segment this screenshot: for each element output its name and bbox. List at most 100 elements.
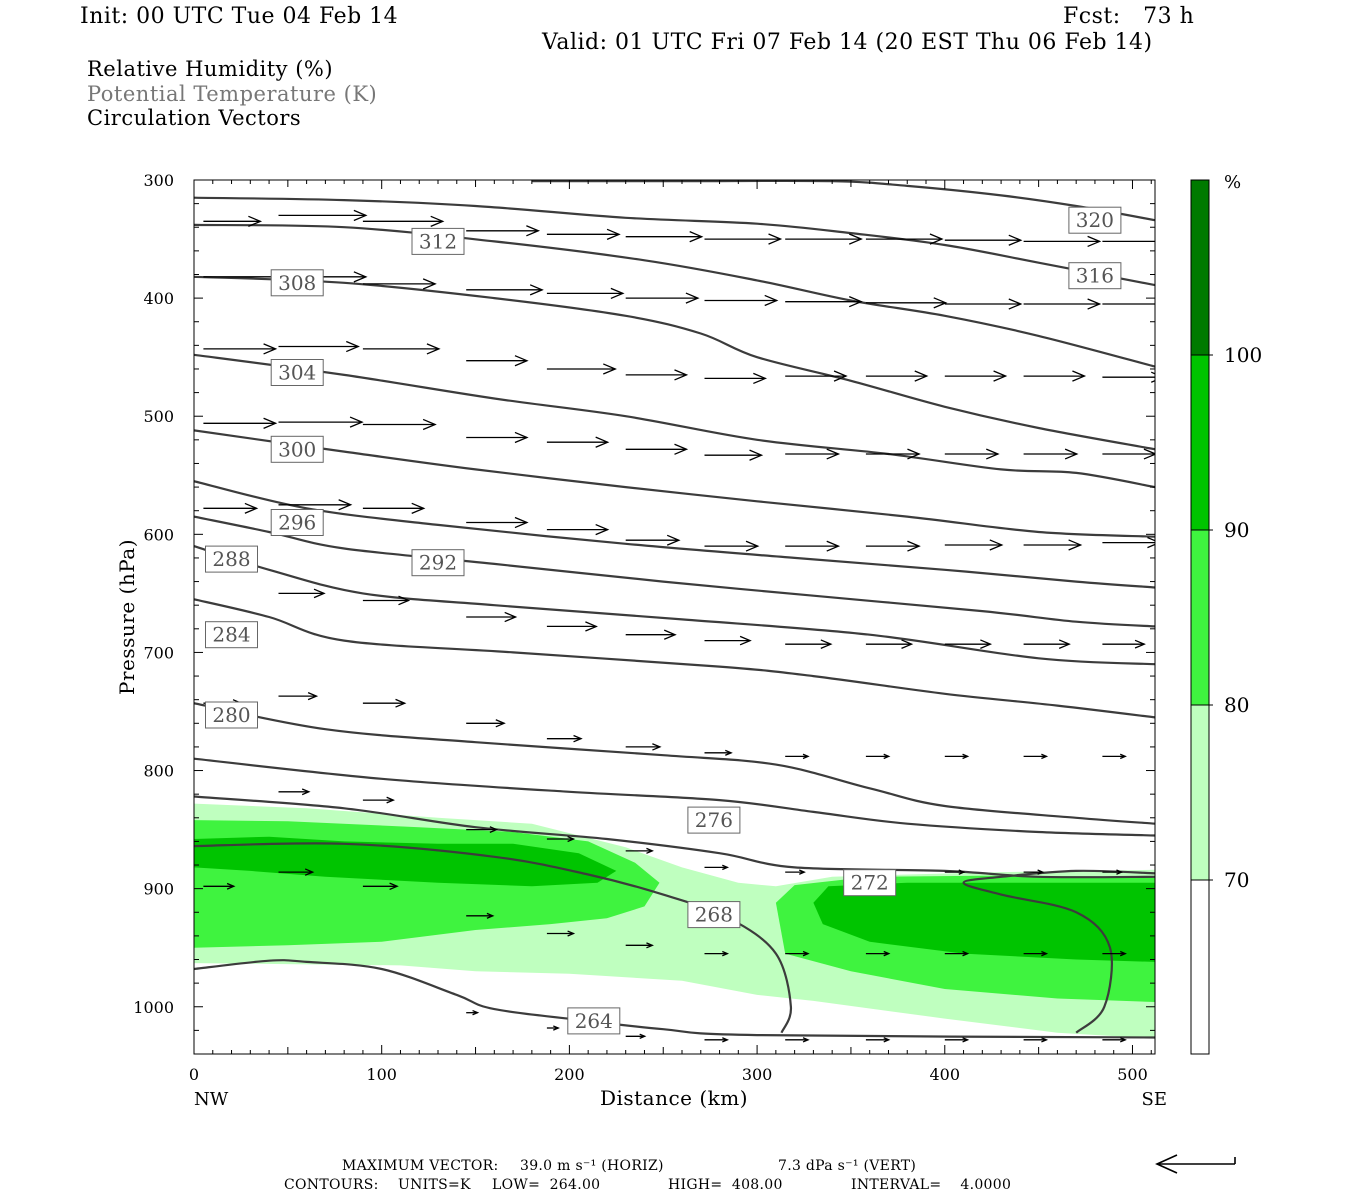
svg-text:312: 312	[419, 229, 457, 253]
circulation-vector	[865, 1037, 891, 1043]
x-tick-label: 500	[1117, 1065, 1148, 1084]
colorbar-segment-2	[1191, 530, 1209, 705]
circulation-vector	[466, 912, 495, 919]
circulation-vector	[785, 448, 841, 460]
circulation-vector	[625, 292, 700, 304]
circulation-vector	[278, 788, 311, 796]
footer-max-vector-label: MAXIMUM VECTOR:	[342, 1158, 499, 1174]
circulation-vector	[785, 370, 848, 382]
isentrope-label-316: 316	[1068, 262, 1122, 290]
circulation-vector	[1023, 1037, 1049, 1043]
circulation-vector	[466, 431, 529, 444]
circulation-vector	[625, 534, 681, 546]
circulation-vector	[546, 734, 583, 743]
colorbar-label: 70	[1224, 868, 1249, 892]
rh-region-70-1	[851, 0, 1086, 6]
circulation-vector	[203, 343, 278, 355]
circulation-vector	[466, 516, 529, 529]
svg-text:268: 268	[695, 903, 733, 927]
y-tick-label: 600	[143, 525, 174, 544]
circulation-vector	[785, 296, 863, 308]
isentrope-label-312: 312	[411, 227, 465, 255]
circulation-vector	[278, 692, 319, 701]
circulation-vector	[704, 233, 783, 245]
isentrope-288-line-8	[194, 545, 1155, 666]
rh-region-90-4	[194, 836, 617, 887]
svg-text:304: 304	[278, 361, 316, 385]
circulation-vector	[704, 294, 779, 307]
circulation-vector	[466, 355, 529, 367]
colorbar-segment-1	[1191, 355, 1209, 530]
circulation-vector	[1023, 448, 1079, 460]
isentrope-276-line-11	[194, 757, 1155, 837]
circulation-vector	[1102, 371, 1155, 383]
circulation-vector	[362, 215, 445, 227]
svg-text:308: 308	[278, 271, 316, 295]
footer-contours-label: CONTOURS:	[284, 1177, 379, 1193]
x-tick-label: 200	[554, 1065, 585, 1084]
y-tick-label: 700	[143, 643, 174, 662]
circulation-vector	[704, 449, 764, 461]
circulation-vector	[362, 698, 407, 708]
circulation-vector	[546, 287, 625, 300]
legend-relative-humidity: Relative Humidity (%)	[87, 57, 334, 81]
circulation-vector	[1023, 753, 1049, 760]
circulation-vector	[546, 621, 598, 632]
reference-vector-arrow-icon	[1155, 1154, 1236, 1174]
circulation-vector	[785, 753, 810, 760]
circulation-vector	[362, 418, 437, 431]
isentrope-label-300: 300	[270, 435, 324, 463]
circulation-vector	[203, 215, 263, 227]
svg-text:296: 296	[278, 511, 316, 535]
svg-text:284: 284	[212, 623, 250, 647]
circulation-vector	[546, 930, 576, 937]
x-axis-title: Distance (km)	[600, 1086, 748, 1110]
isentrope-label-308: 308	[270, 269, 324, 297]
circulation-vector	[785, 1037, 810, 1043]
circulation-vector	[625, 847, 654, 854]
plot-frame	[193, 179, 1156, 1055]
circulation-vector	[865, 448, 921, 460]
isentrope-label-276: 276	[687, 806, 741, 834]
y-axis-title: Pressure (hPa)	[115, 539, 139, 695]
legend-potential-temperature: Potential Temperature (K)	[87, 82, 378, 106]
circulation-vector	[203, 417, 278, 429]
circulation-vector	[704, 864, 730, 871]
colorbar-label: 90	[1224, 518, 1249, 542]
x-tick-label: 400	[930, 1065, 961, 1084]
circulation-vector	[278, 499, 353, 511]
svg-text:300: 300	[278, 437, 316, 461]
circulation-vector	[625, 443, 689, 455]
rh-region-90-5	[813, 882, 1155, 962]
circulation-vector	[625, 369, 689, 381]
circulation-vector	[1102, 448, 1155, 460]
x-tick-label: 100	[366, 1065, 397, 1084]
isentrope-label-272: 272	[843, 869, 897, 897]
svg-text:288: 288	[212, 547, 250, 571]
x-tick-label: 0	[189, 1065, 199, 1084]
isentrope-312-line-2	[194, 223, 1155, 368]
footer-interval: INTERVAL= 4.0000	[851, 1177, 1012, 1193]
circulation-vector	[1023, 869, 1045, 875]
circulation-vector	[1023, 298, 1102, 310]
isentrope-268-line-14	[962, 869, 1155, 1034]
circulation-vector	[944, 869, 966, 875]
legend-circulation-vectors: Circulation Vectors	[87, 106, 302, 130]
circulation-vector	[785, 950, 810, 957]
isentrope-label-268: 268	[687, 901, 741, 929]
circulation-vector	[1023, 370, 1087, 382]
circulation-vector	[944, 1037, 970, 1043]
isentrope-300-line-5	[194, 429, 1155, 538]
circulation-vector	[466, 1009, 480, 1016]
footer-max-vector-horiz: 39.0 m s⁻¹ (HORIZ)	[520, 1158, 664, 1174]
isentrope-label-296: 296	[270, 509, 324, 536]
circulation-vector	[625, 1033, 647, 1039]
valid-time: Valid: 01 UTC Fri 07 Feb 14 (20 EST Thu …	[542, 30, 1153, 55]
circulation-vector	[944, 753, 970, 760]
circulation-vector	[278, 340, 360, 353]
circulation-vector	[944, 370, 1008, 382]
circulation-vector	[362, 595, 411, 606]
circulation-vector	[865, 370, 929, 382]
colorbar-segment-0	[1191, 180, 1209, 355]
circulation-vector	[278, 868, 315, 876]
